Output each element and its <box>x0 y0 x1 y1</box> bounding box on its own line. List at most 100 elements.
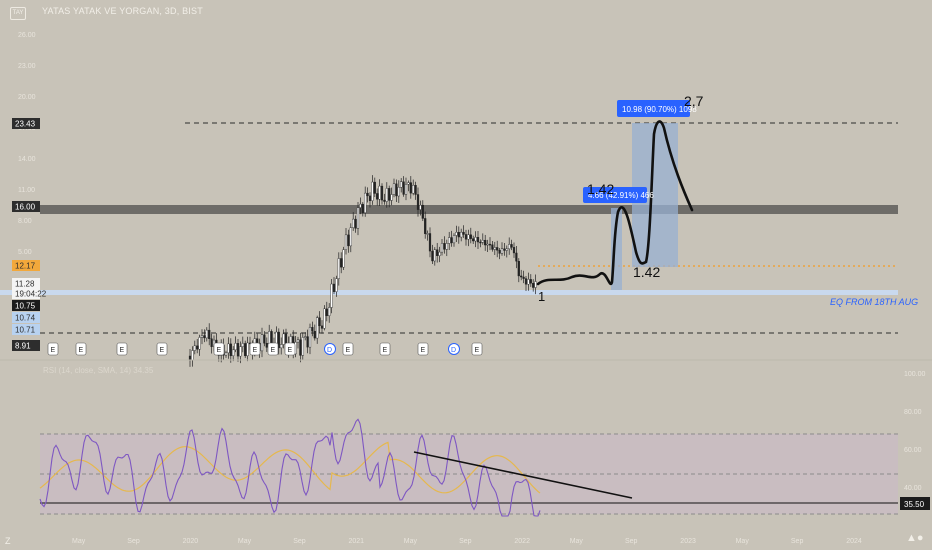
candle-body <box>517 260 520 277</box>
candle-body <box>263 334 266 344</box>
rsi-line <box>39 418 541 517</box>
svg-text:E: E <box>475 347 480 354</box>
candle-body <box>488 243 492 246</box>
candle-body <box>373 181 376 194</box>
candle-body <box>515 252 518 262</box>
candle-body <box>330 283 333 308</box>
candle-body <box>299 339 302 356</box>
earnings-marker[interactable]: E <box>156 342 168 356</box>
candle-body <box>416 194 420 210</box>
earnings-marker[interactable]: E <box>417 342 429 356</box>
candle-body <box>364 192 367 213</box>
svg-text:E: E <box>288 347 293 354</box>
candle-body <box>282 333 285 345</box>
earnings-marker[interactable]: E <box>267 342 279 356</box>
svg-text:E: E <box>253 347 258 354</box>
tradingview-logo-icon: ▲● <box>906 532 924 544</box>
symbol-button[interactable]: TAY <box>10 7 26 20</box>
badge-10-71: 10.71 <box>12 324 40 335</box>
candle-body <box>306 336 309 348</box>
candle-body <box>462 231 465 235</box>
candle-body <box>224 352 228 356</box>
time-tick-label: May <box>736 538 750 545</box>
earnings-marker[interactable]: E <box>249 342 261 356</box>
rsi-tick-label: 60.00 <box>904 447 922 454</box>
measure-label-bg-2 <box>617 100 690 117</box>
candle-body <box>467 234 470 240</box>
rsi-tick-label: 80.00 <box>904 409 922 416</box>
candle-body <box>316 317 319 339</box>
time-tick-label: May <box>72 538 86 545</box>
earnings-marker[interactable]: E <box>47 342 59 356</box>
candle-body <box>304 336 307 338</box>
measure-box-1[interactable] <box>611 208 622 290</box>
earnings-marker[interactable]: E <box>116 342 128 356</box>
candle-body <box>452 235 456 244</box>
candle-body <box>498 249 501 254</box>
candle-body <box>227 343 230 354</box>
earnings-marker[interactable]: E <box>471 342 483 356</box>
candle-body <box>335 278 338 292</box>
candle-body <box>431 250 434 262</box>
svg-text:E: E <box>79 347 84 354</box>
eq-label: EQ FROM 18TH AUG <box>830 297 918 307</box>
candle-body <box>234 343 237 351</box>
svg-text:E: E <box>160 347 165 354</box>
candle-body <box>366 192 369 197</box>
price-tick-label: 11.00 <box>18 187 35 194</box>
candle-body <box>328 307 331 317</box>
hand-label-1: 1 <box>538 289 545 304</box>
earnings-marker[interactable]: E <box>75 342 87 356</box>
candle-body <box>496 247 499 251</box>
earnings-marker[interactable]: E <box>213 342 225 356</box>
candle-body <box>426 233 429 235</box>
time-tick-label: Sep <box>293 538 306 545</box>
candle-body <box>371 181 374 201</box>
svg-text:E: E <box>421 347 426 354</box>
candle-body <box>474 237 477 242</box>
candle-body <box>311 327 314 332</box>
earnings-marker[interactable]: E <box>342 342 354 356</box>
time-axis: May Sep 2020 May Sep 2021 May Sep 2022 May Sep 2023… <box>72 538 862 545</box>
candle-body <box>414 185 417 195</box>
time-tick-label: Sep <box>459 538 472 545</box>
candle-body <box>246 342 249 357</box>
measure-label-2: 10.98 (90.70%) 1098 <box>622 105 697 114</box>
candle-body <box>505 248 508 251</box>
candle-body <box>407 182 410 185</box>
candle-body <box>493 247 496 250</box>
candle-body <box>479 241 482 244</box>
price-badge-label: 16.00 <box>15 203 36 212</box>
zoom-icon[interactable]: Z <box>5 536 11 546</box>
candle-body <box>510 244 513 248</box>
candle-body <box>191 350 194 361</box>
candle-body <box>532 283 535 288</box>
earnings-marker[interactable]: E <box>284 342 296 356</box>
time-tick-label: 2023 <box>680 538 696 545</box>
candle-body <box>395 183 398 197</box>
candle-body <box>332 283 336 292</box>
earnings-marker[interactable]: E <box>379 342 391 356</box>
candle-body <box>320 325 324 329</box>
price-tick-label: 5.00 <box>18 249 32 256</box>
candle-body <box>236 343 240 357</box>
candle-body <box>256 338 259 344</box>
hand-label-27: 2,7 <box>684 93 704 109</box>
candle-body <box>356 207 360 229</box>
dividend-marker[interactable]: D <box>448 343 460 355</box>
candle-body <box>527 279 530 285</box>
candle-body <box>378 185 381 200</box>
price-badge-label: 10.71 <box>15 326 36 335</box>
price-badge-label: 23.43 <box>15 120 36 129</box>
candle-body <box>239 346 242 357</box>
candle-body <box>301 337 304 356</box>
candle-body <box>443 243 446 250</box>
dividend-marker[interactable]: D <box>324 343 336 355</box>
svg-text:E: E <box>120 347 125 354</box>
time-tick-label: May <box>238 538 252 545</box>
time-tick-label: Sep <box>791 538 804 545</box>
